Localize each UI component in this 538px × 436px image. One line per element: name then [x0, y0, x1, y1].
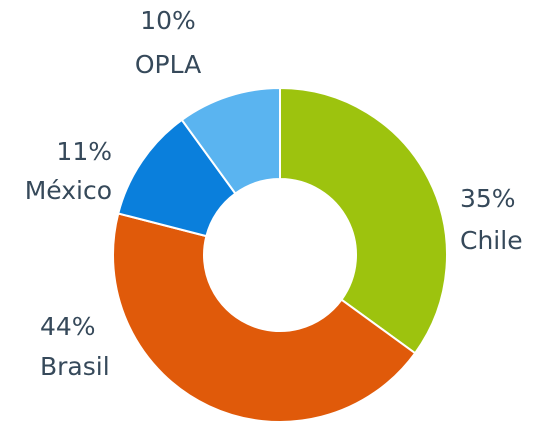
donut-slice	[279, 86, 448, 355]
category-label: Brasil	[40, 352, 110, 381]
category-label: Chile	[460, 226, 523, 255]
value-label: 11%	[56, 137, 112, 166]
value-label: 10%	[140, 6, 196, 35]
donut-slice	[180, 86, 281, 195]
donut-slice	[112, 212, 417, 423]
value-label: 44%	[40, 312, 96, 341]
category-label: México	[25, 176, 112, 205]
category-label: OPLA	[135, 50, 201, 79]
value-label: 35%	[460, 184, 516, 213]
